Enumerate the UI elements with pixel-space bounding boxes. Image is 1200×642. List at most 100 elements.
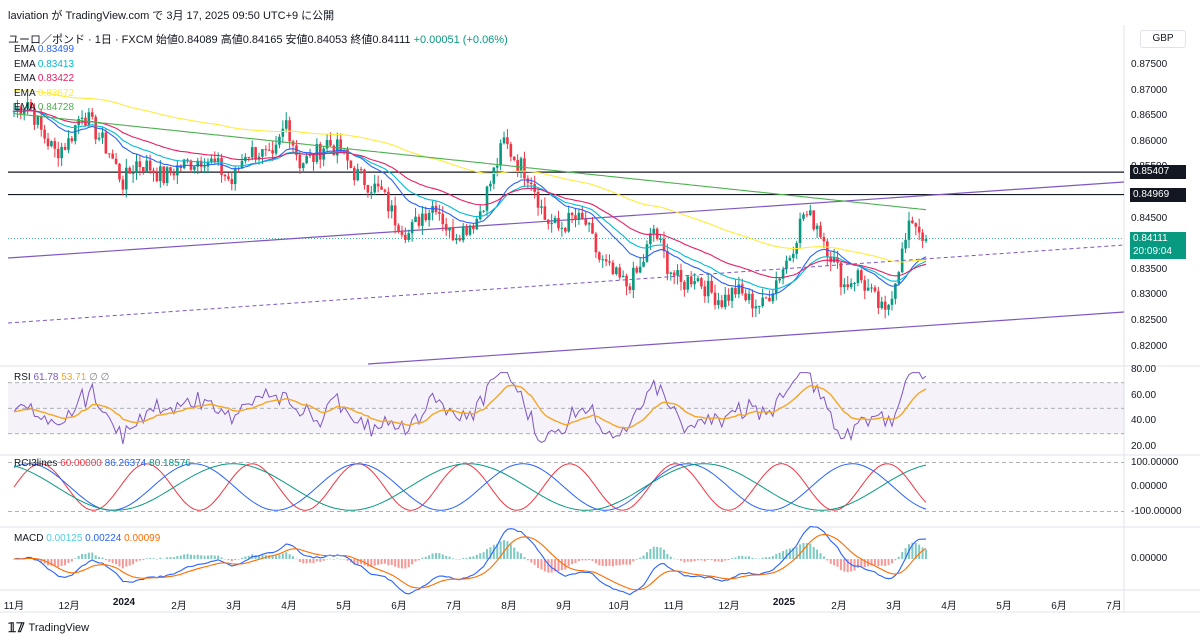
macd-histogram-bar (438, 553, 441, 559)
macd-histogram-bar (353, 559, 356, 565)
macd-histogram-bar (366, 559, 369, 567)
ema-legend-row[interactable]: EMA 0.83413 (14, 59, 74, 70)
macd-histogram-bar (669, 556, 672, 559)
macd-histogram-bar (890, 559, 893, 564)
rsi-label: RSI (14, 372, 31, 383)
candle-body (206, 161, 210, 167)
candle-body (472, 225, 475, 230)
time-tick-label: 4月 (281, 601, 297, 612)
macd-histogram-bar (679, 559, 682, 561)
macd-histogram-bar (914, 542, 917, 559)
macd-histogram-bar (230, 559, 233, 562)
macd-histogram-bar (499, 541, 502, 559)
macd-histogram-bar (622, 559, 625, 565)
candle-body (67, 138, 70, 150)
candle-body (509, 144, 513, 157)
ema-legend-row[interactable]: EMA 0.84728 (14, 102, 74, 113)
ema-legend-value: 0.83672 (37, 87, 75, 99)
candle-body (601, 259, 605, 261)
candle-body (329, 140, 332, 146)
candle-body (672, 272, 676, 276)
symbol-change: +0.00051 (+0.06%) (413, 34, 508, 46)
candle-body (104, 132, 108, 154)
macd-histogram-bar (223, 558, 226, 560)
candle-body (26, 102, 29, 109)
candle-body (210, 158, 213, 162)
candle-body (723, 294, 727, 307)
macd-histogram-bar (404, 559, 407, 569)
macd-histogram-bar (554, 559, 557, 572)
macd-histogram-bar (880, 559, 883, 566)
candle-body (781, 269, 785, 279)
macd-histogram-bar (145, 558, 148, 559)
macd-histogram-bar (649, 548, 652, 559)
macd-histogram-bar (901, 551, 904, 559)
ema-legend-row[interactable]: EMA 0.83422 (14, 73, 74, 84)
candle-body (536, 191, 540, 208)
candle-body (359, 169, 363, 171)
candle-body (812, 210, 816, 230)
macd-histogram-bar (278, 554, 281, 559)
time-tick-label: 10月 (608, 601, 630, 612)
macd-histogram-bar (537, 559, 540, 568)
symbol-name[interactable]: ユーロ／ポンド · 1日 · FXCM (8, 34, 153, 46)
macd-histogram-bar (567, 559, 570, 567)
candle-body (907, 220, 911, 240)
time-tick-label: 7月 (446, 601, 462, 612)
candle-body (710, 280, 713, 293)
macd-histogram-bar (618, 559, 621, 566)
macd-histogram-bar (305, 559, 308, 564)
tradingview-logo-icon: 𝟙𝟟 (8, 620, 25, 635)
macd-histogram-bar (829, 559, 832, 564)
macd-histogram-bar (234, 559, 237, 561)
currency-button[interactable]: GBP (1140, 30, 1186, 48)
macd-histogram-bar (179, 555, 182, 559)
ema-legend-label: EMA (14, 73, 38, 84)
macd-histogram-bar (652, 546, 655, 559)
macd-histogram-bar (458, 559, 461, 560)
candle-body (553, 217, 557, 223)
macd-histogram-bar (254, 555, 257, 559)
macd-value-1: 0.00125 (46, 533, 83, 544)
macd-histogram-bar (288, 554, 291, 559)
candle-body (815, 225, 819, 230)
macd-histogram-bar (275, 555, 278, 559)
rsi-legend: RSI 61.78 53.71 ∅ ∅ (14, 372, 110, 383)
macd-histogram-bar (356, 559, 359, 565)
candle-body (703, 286, 707, 297)
macd-histogram-bar (332, 559, 335, 560)
candle-body (128, 167, 132, 174)
ema-legend-value: 0.83499 (37, 44, 75, 55)
indicator-tick-label: -100.00000 (1131, 505, 1182, 517)
candle-body (325, 140, 329, 149)
candle-body (182, 159, 186, 169)
candle-body (730, 287, 734, 301)
macd-histogram-bar (737, 555, 740, 559)
candle-body (349, 160, 353, 169)
candle-body (860, 270, 863, 281)
macd-histogram-bar (424, 556, 427, 559)
macd-histogram-bar (873, 559, 876, 566)
macd-histogram-bar (53, 559, 56, 567)
brand-footer[interactable]: 𝟙𝟟 TradingView (8, 620, 89, 636)
candle-body (523, 158, 526, 179)
candle-body (543, 206, 547, 220)
ema-legend-row[interactable]: EMA 0.83499 (14, 44, 74, 55)
candle-body (73, 125, 77, 142)
candle-body (458, 238, 462, 241)
macd-histogram-bar (598, 559, 601, 566)
macd-histogram-bar (482, 552, 485, 559)
macd-histogram-bar (768, 557, 771, 559)
candle-body (451, 228, 455, 241)
candle-body (56, 148, 60, 159)
candle-body (778, 278, 781, 281)
candle-body (145, 160, 149, 172)
macd-histogram-bar (897, 556, 900, 559)
candle-body (301, 163, 305, 169)
macd-histogram-bar (40, 559, 43, 562)
macd-histogram-bar (744, 556, 747, 559)
ema-legend-row[interactable]: EMA 0.83672 (14, 88, 74, 99)
candle-body (114, 158, 118, 164)
indicator-tick-label: 100.00000 (1131, 456, 1179, 468)
